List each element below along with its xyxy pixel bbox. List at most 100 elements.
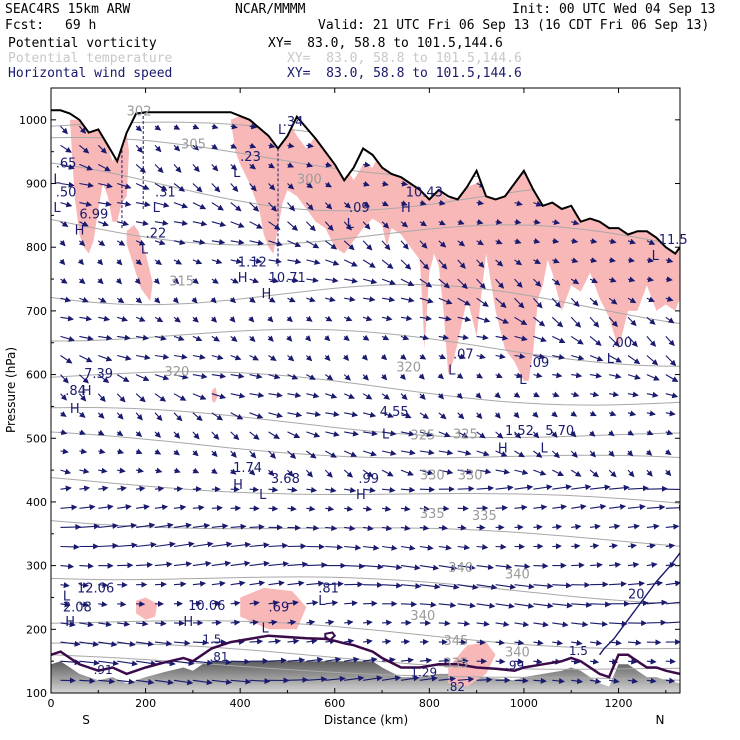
pv-label-0: .91 [94, 663, 113, 677]
wind-vector-873 [287, 162, 295, 168]
wind-vector-801 [249, 221, 263, 229]
wind-vector-434 [154, 431, 162, 438]
wind-vector-786 [571, 238, 579, 244]
wind-vector-713 [438, 278, 451, 289]
valid-time: Valid: 21 UTC Fri 06 Sep 13 (16 CDT Fri … [318, 18, 710, 33]
wind-vector-440 [268, 431, 280, 440]
theta-label-5: 335 [472, 509, 497, 524]
wind-vector-559 [646, 374, 660, 381]
pv-region-2 [136, 597, 158, 620]
wind-vector-819 [60, 201, 73, 208]
wind-vector-189 [514, 583, 535, 590]
wind-vector-182 [382, 582, 403, 589]
wind-vector-465 [116, 412, 124, 420]
wind-vector-348 [400, 486, 416, 493]
wind-vector-769 [249, 239, 264, 246]
wind-vector-879 [97, 144, 107, 154]
extremum-value-17: 1.12 [238, 255, 267, 270]
wind-vector-386 [495, 468, 511, 475]
wind-vector-490 [589, 410, 597, 417]
wind-vector-426 [626, 450, 634, 457]
wind-vector-452 [495, 431, 504, 439]
wind-vector-895 [192, 123, 200, 130]
wind-vector-229 [646, 561, 658, 568]
x-end-label-north: N [656, 713, 665, 727]
wind-vector-712 [419, 278, 433, 288]
wind-vector-29 [609, 678, 620, 684]
wind-vector-360 [627, 485, 649, 492]
wind-vector-111 [287, 619, 297, 626]
wind-vector-358 [590, 484, 611, 491]
wind-vector-140 [211, 600, 222, 607]
wind-vector-727 [77, 258, 84, 266]
wind-vector-850 [192, 183, 203, 193]
wind-vector-651 [514, 316, 528, 326]
extremum-value-22: .31 [155, 185, 176, 200]
wind-vector-649 [476, 316, 491, 323]
wind-vector-202 [136, 561, 153, 568]
field-xy-pv: XY= 83.0, 58.8 to 101.5,144.6 [268, 36, 503, 51]
wind-vector-528 [60, 374, 69, 384]
wind-vector-885 [230, 143, 238, 149]
wind-vector-629 [98, 315, 111, 322]
wind-vector-548 [437, 373, 444, 380]
wind-vector-341 [268, 486, 279, 493]
wind-vector-640 [305, 315, 313, 322]
wind-vector-676 [363, 296, 376, 303]
wind-vector-235 [136, 541, 157, 548]
wind-vector-852 [230, 183, 239, 193]
wind-vector-123 [514, 621, 530, 628]
wind-vector-96 [627, 639, 642, 646]
wind-vector-705 [287, 277, 300, 284]
wind-vector-58 [533, 658, 543, 665]
wind-vector-395 [665, 469, 672, 477]
wind-vector-388 [533, 469, 547, 476]
wind-vector-353 [495, 484, 514, 491]
wind-vector-333 [117, 485, 127, 492]
wind-vector-672 [287, 296, 296, 303]
wind-vector-631 [135, 316, 146, 322]
wind-vector-795 [135, 220, 149, 226]
wind-vector-531 [116, 374, 130, 383]
wind-vector-359 [609, 484, 630, 491]
wind-vector-476 [325, 411, 340, 418]
wind-vector-263 [665, 543, 676, 550]
wind-vector-656 [608, 316, 618, 328]
extremum-marker-21: H [401, 201, 411, 216]
wind-vector-789 [627, 238, 637, 245]
wind-vector-495 [60, 393, 67, 401]
wind-vector-369 [173, 467, 181, 474]
wind-vector-687 [570, 297, 580, 308]
wind-vector-714 [457, 278, 468, 290]
wind-vector-48 [344, 656, 360, 663]
wind-vector-76 [249, 638, 264, 645]
wind-vector-854 [268, 183, 276, 191]
pv-1-5-contour [51, 634, 680, 679]
theta-label-12: 315 [169, 274, 194, 289]
wind-vector-856 [306, 182, 314, 189]
wind-vector-525 [627, 391, 639, 398]
wind-vector-199 [79, 563, 94, 570]
wind-vector-155 [495, 602, 515, 609]
wind-vector-282 [400, 524, 411, 531]
extremum-value-10: 4.55 [380, 405, 409, 420]
wind-vector-204 [173, 561, 193, 568]
pv-label-3: 1.29 [410, 665, 437, 679]
wind-vector-743 [381, 259, 394, 270]
wind-vector-148 [363, 600, 378, 607]
theta-isentrope-9 [51, 477, 680, 504]
wind-vector-782 [495, 238, 503, 245]
wind-vector-840 [476, 199, 485, 206]
wind-vector-811 [438, 219, 446, 226]
wind-vector-757 [646, 257, 655, 264]
wind-vector-321 [514, 504, 528, 511]
wind-vector-865 [135, 163, 146, 173]
wind-vector-799 [211, 221, 227, 228]
wind-vector-363 [60, 468, 72, 475]
wind-vector-768 [230, 239, 245, 246]
wind-vector-220 [476, 564, 494, 571]
wind-vector-874 [306, 161, 314, 168]
theta-label-14: 300 [297, 173, 322, 188]
wind-vector-524 [609, 391, 620, 398]
wind-vector-73 [192, 639, 209, 646]
